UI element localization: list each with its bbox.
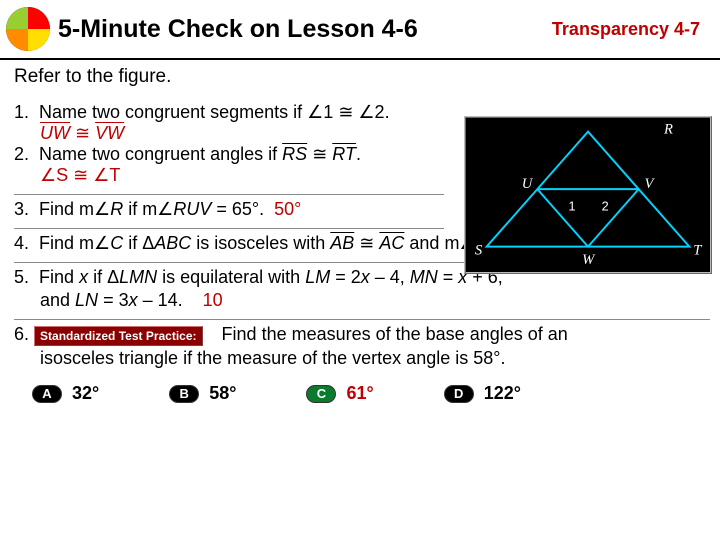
choice-d[interactable]: D 122° <box>444 383 521 404</box>
figure-label-s: S <box>475 242 483 258</box>
figure-label-2: 2 <box>602 200 609 214</box>
standardized-test-practice-badge: Standardized Test Practice: <box>34 326 203 346</box>
q5-number: 5. <box>14 267 29 287</box>
q1-tail: . <box>385 102 390 122</box>
q3-ruv: RUV <box>173 199 211 219</box>
q5-mn: MN <box>410 267 438 287</box>
q2-ans-a: ∠S <box>40 165 68 185</box>
q6-text-a: Find the measures of the base angles of … <box>222 324 568 344</box>
q3-text-c: = 65°. <box>211 199 264 219</box>
q4-c: C <box>110 233 123 253</box>
choice-b-text: 58° <box>209 383 236 404</box>
question-6: 6. Standardized Test Practice: Find the … <box>14 320 710 412</box>
q4-number: 4. <box>14 233 29 253</box>
choice-d-text: 122° <box>484 383 521 404</box>
choice-a-text: 32° <box>72 383 99 404</box>
q5-line2: and LN = 3x – 14. 10 <box>40 290 710 311</box>
question-1-2-block: 1. Name two congruent segments if ∠1 ≅ ∠… <box>14 98 444 195</box>
header-transparency: Transparency 4-7 <box>552 19 714 40</box>
q4-seg-b: AC <box>379 233 404 254</box>
q3-answer: 50° <box>274 199 301 219</box>
question-3: 3. Find m∠R if m∠RUV = 65°. 50° <box>14 195 444 229</box>
figure-label-u: U <box>522 176 534 192</box>
q5-text-e: – 4, <box>370 267 410 287</box>
q4-text-c: is isosceles with <box>191 233 330 253</box>
q1-number: 1. <box>14 102 29 122</box>
q2-ans-b: ∠T <box>93 165 120 185</box>
q1-ans-a: UW <box>40 123 70 144</box>
q1-ans-cong: ≅ <box>70 123 95 143</box>
q5-line2-c: – 14. <box>138 290 183 310</box>
figure-label-r: R <box>663 122 673 138</box>
choice-d-badge: D <box>444 385 474 403</box>
q2-cong: ≅ <box>307 144 332 164</box>
question-2: 2. Name two congruent angles if RS ≅ RT.… <box>14 144 444 186</box>
q4-text-b: if Δ <box>123 233 154 253</box>
q4-seg-a: AB <box>330 233 354 254</box>
figure-label-w: W <box>582 252 596 268</box>
q5-text-d: = 2 <box>330 267 361 287</box>
q4-abc: ABC <box>154 233 191 253</box>
choice-b-badge: B <box>169 385 199 403</box>
choice-a-badge: A <box>32 385 62 403</box>
q3-number: 3. <box>14 199 29 219</box>
choice-c-badge: C <box>306 385 336 403</box>
q5-ln: LN <box>75 290 98 310</box>
logo-icon <box>4 5 52 53</box>
q2-ans-cong: ≅ <box>68 165 93 185</box>
q1-ang2: ∠2 <box>358 102 384 122</box>
q3-r: R <box>110 199 123 219</box>
q5-x: x <box>79 267 88 287</box>
header: 5-Minute Check on Lesson 4-6 Transparenc… <box>0 0 720 60</box>
q2-tail: . <box>356 144 361 164</box>
q2-seg-a: RS <box>282 144 307 165</box>
q5-answer: 10 <box>203 290 223 310</box>
q5-x2: x <box>361 267 370 287</box>
q1-text-a: Name two congruent segments if <box>39 102 307 122</box>
q5-line2-a: and <box>40 290 75 310</box>
choice-c[interactable]: C 61° <box>306 383 373 404</box>
q5-lm: LM <box>305 267 330 287</box>
answer-choices: A 32° B 58° C 61° D 122° <box>32 383 710 404</box>
figure-label-1: 1 <box>569 200 576 214</box>
q5-x4: x <box>129 290 138 310</box>
q4-text-a: Find m∠ <box>39 233 110 253</box>
q1-ang1: ∠1 <box>307 102 333 122</box>
q1-ans-b: VW <box>95 123 124 144</box>
q3-text-b: if m∠ <box>123 199 173 219</box>
header-title: 5-Minute Check on Lesson 4-6 <box>58 15 552 44</box>
q4-cong: ≅ <box>354 233 379 253</box>
q1-answer: UW ≅ VW <box>40 123 444 144</box>
q5-text-c: is equilateral with <box>157 267 305 287</box>
q5-lmn: LMN <box>119 267 157 287</box>
instruction: Refer to the figure. <box>14 66 710 88</box>
q5-text-a: Find <box>39 267 79 287</box>
figure-label-v: V <box>645 176 656 192</box>
q1-cong: ≅ <box>333 102 358 122</box>
question-1: 1. Name two congruent segments if ∠1 ≅ ∠… <box>14 102 444 144</box>
content: Refer to the figure. R S T U V W 1 2 <box>0 60 720 540</box>
choice-c-text: 61° <box>346 383 373 404</box>
choice-a[interactable]: A 32° <box>32 383 99 404</box>
q5-text-f: = <box>438 267 459 287</box>
q2-answer: ∠S ≅ ∠T <box>40 165 444 186</box>
q2-seg-b: RT <box>332 144 356 165</box>
q6-number: 6. <box>14 324 29 344</box>
q3-text-a: Find m∠ <box>39 199 110 219</box>
choice-b[interactable]: B 58° <box>169 383 236 404</box>
q5-text-b: if Δ <box>88 267 119 287</box>
triangle-figure: R S T U V W 1 2 <box>464 116 712 274</box>
q5-line2-b: = 3 <box>98 290 129 310</box>
q2-number: 2. <box>14 144 29 164</box>
figure-label-t: T <box>693 242 702 258</box>
q6-line2: isosceles triangle if the measure of the… <box>40 348 710 369</box>
q2-text-a: Name two congruent angles if <box>39 144 282 164</box>
